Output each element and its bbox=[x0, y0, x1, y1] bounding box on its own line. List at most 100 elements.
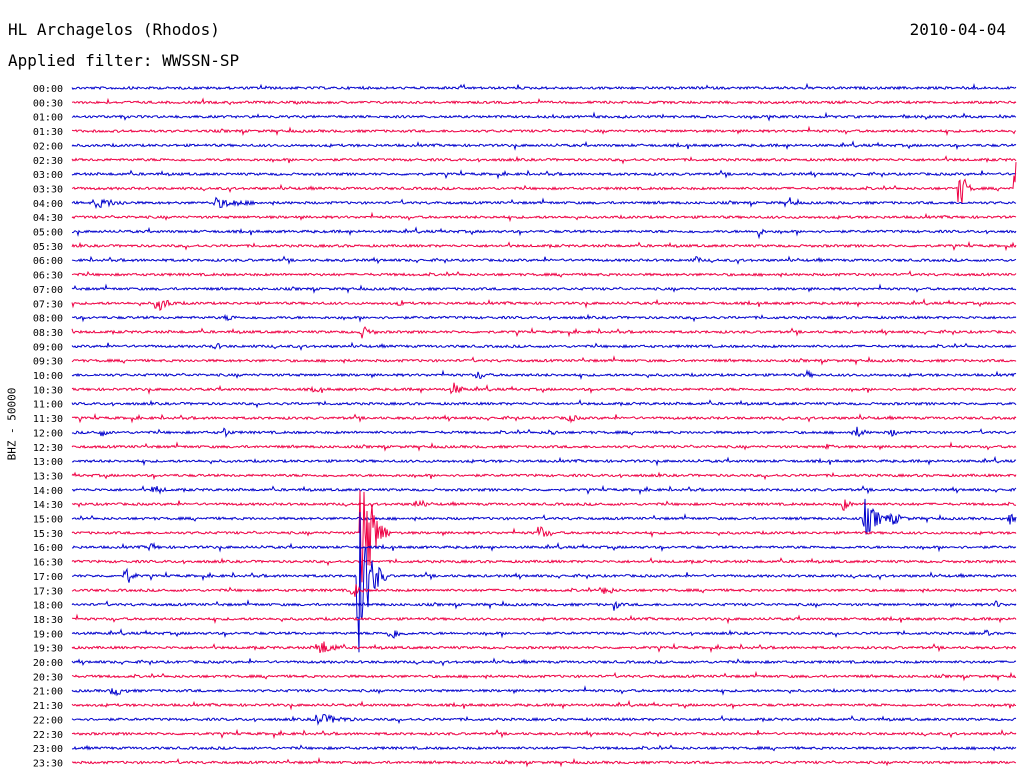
trace-1430 bbox=[71, 499, 1017, 512]
row-time-label: 02:30 bbox=[33, 156, 63, 167]
row-time-label: 13:30 bbox=[33, 471, 63, 482]
row-time-label: 15:00 bbox=[33, 515, 63, 526]
trace-1500 bbox=[71, 498, 1017, 535]
row-time-label: 00:00 bbox=[33, 84, 63, 95]
row-time-label: 19:00 bbox=[33, 629, 63, 640]
row-time-label: 15:30 bbox=[33, 529, 63, 540]
trace-2330 bbox=[71, 756, 1017, 768]
trace-0630 bbox=[71, 270, 1017, 278]
row-time-label: 04:30 bbox=[33, 213, 63, 224]
trace-1730 bbox=[71, 584, 1017, 597]
row-time-label: 10:00 bbox=[33, 371, 63, 382]
trace-2100 bbox=[71, 685, 1017, 697]
trace-2030 bbox=[71, 670, 1017, 682]
row-time-label: 17:00 bbox=[33, 572, 63, 583]
row-time-label: 05:30 bbox=[33, 242, 63, 253]
row-time-label: 20:30 bbox=[33, 672, 63, 683]
trace-0700 bbox=[71, 283, 1017, 294]
trace-0800 bbox=[71, 313, 1017, 323]
trace-0730 bbox=[71, 297, 1017, 312]
row-time-label: 14:30 bbox=[33, 500, 63, 511]
row-time-label: 13:00 bbox=[33, 457, 63, 468]
trace-1400 bbox=[71, 484, 1017, 496]
row-time-label: 22:00 bbox=[33, 715, 63, 726]
row-time-label: 01:30 bbox=[33, 127, 63, 138]
row-time-label: 02:00 bbox=[33, 141, 63, 152]
date-label: 2010-04-04 bbox=[909, 20, 1006, 39]
trace-1600 bbox=[71, 541, 1017, 553]
trace-1300 bbox=[71, 455, 1017, 467]
row-time-label: 08:00 bbox=[33, 314, 63, 325]
row-time-label: 01:00 bbox=[33, 113, 63, 124]
trace-0200 bbox=[71, 140, 1017, 151]
row-time-label: 11:30 bbox=[33, 414, 63, 425]
row-time-label: 06:30 bbox=[33, 271, 63, 282]
trace-1930 bbox=[71, 641, 1017, 654]
row-time-label: 18:30 bbox=[33, 615, 63, 626]
trace-0830 bbox=[71, 326, 1017, 339]
trace-2130 bbox=[71, 699, 1017, 711]
trace-2230 bbox=[71, 728, 1017, 740]
row-time-label: 03:30 bbox=[33, 184, 63, 195]
trace-0230 bbox=[71, 155, 1017, 165]
trace-0130 bbox=[71, 125, 1017, 137]
trace-0600 bbox=[71, 255, 1017, 265]
row-time-label: 23:30 bbox=[33, 758, 63, 769]
trace-0400 bbox=[71, 196, 1017, 210]
row-time-label: 20:00 bbox=[33, 658, 63, 669]
row-time-label: 16:30 bbox=[33, 558, 63, 569]
trace-2200 bbox=[71, 713, 1017, 726]
trace-0430 bbox=[71, 211, 1017, 223]
trace-0900 bbox=[71, 341, 1017, 351]
row-time-label: 22:30 bbox=[33, 730, 63, 741]
row-time-label: 23:00 bbox=[33, 744, 63, 755]
trace-0300 bbox=[71, 169, 1017, 180]
row-time-label: 05:00 bbox=[33, 228, 63, 239]
row-time-label: 18:00 bbox=[33, 601, 63, 612]
row-time-label: 04:00 bbox=[33, 199, 63, 210]
row-time-label: 06:00 bbox=[33, 256, 63, 267]
trace-0530 bbox=[71, 240, 1017, 252]
row-time-label: 00:30 bbox=[33, 98, 63, 109]
row-time-label: 09:30 bbox=[33, 357, 63, 368]
trace-0500 bbox=[71, 226, 1017, 240]
trace-0000 bbox=[71, 82, 1017, 91]
row-time-label: 08:30 bbox=[33, 328, 63, 339]
row-time-label: 14:00 bbox=[33, 486, 63, 497]
trace-1030 bbox=[71, 382, 1017, 395]
trace-1000 bbox=[71, 369, 1017, 381]
trace-1530 bbox=[71, 490, 1017, 583]
row-time-label: 17:30 bbox=[33, 586, 63, 597]
station-title: HL Archagelos (Rhodos) bbox=[8, 20, 220, 39]
trace-1700 bbox=[72, 512, 1017, 653]
filter-label: Applied filter: WWSSN-SP bbox=[8, 51, 240, 70]
trace-1330 bbox=[71, 471, 1017, 481]
row-time-label: 19:30 bbox=[33, 644, 63, 655]
row-time-label: 03:00 bbox=[33, 170, 63, 181]
row-time-label: 12:30 bbox=[33, 443, 63, 454]
trace-1130 bbox=[71, 413, 1017, 424]
row-time-label: 09:00 bbox=[33, 342, 63, 353]
trace-1200 bbox=[71, 426, 1017, 439]
trace-1100 bbox=[71, 399, 1017, 409]
trace-1900 bbox=[71, 628, 1017, 639]
trace-0930 bbox=[71, 355, 1017, 366]
row-time-label: 21:00 bbox=[33, 687, 63, 698]
trace-1630 bbox=[71, 556, 1017, 567]
row-time-label: 07:00 bbox=[33, 285, 63, 296]
row-time-label: 11:00 bbox=[33, 400, 63, 411]
trace-1230 bbox=[71, 441, 1017, 452]
trace-0100 bbox=[71, 111, 1017, 122]
row-time-label: 07:30 bbox=[33, 299, 63, 310]
row-time-label: 10:30 bbox=[33, 385, 63, 396]
trace-1800 bbox=[71, 599, 1017, 611]
row-time-label: 21:30 bbox=[33, 701, 63, 712]
trace-0330 bbox=[71, 162, 1017, 204]
row-time-label: 16:00 bbox=[33, 543, 63, 554]
trace-2300 bbox=[71, 744, 1017, 752]
trace-2000 bbox=[71, 657, 1017, 667]
trace-0030 bbox=[71, 97, 1017, 106]
trace-1830 bbox=[72, 613, 1017, 625]
row-time-label: 12:00 bbox=[33, 428, 63, 439]
